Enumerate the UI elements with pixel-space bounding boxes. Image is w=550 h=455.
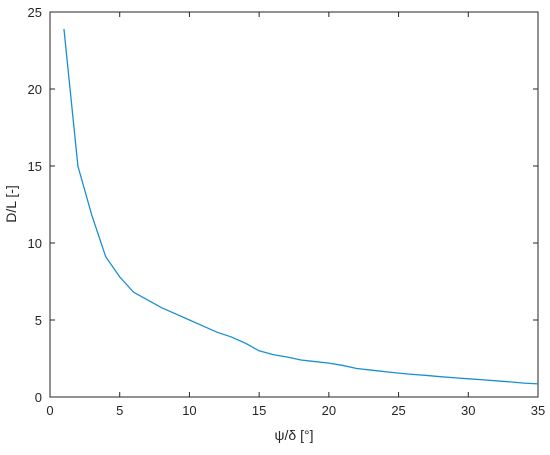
y-tick-label: 5 [35, 313, 42, 328]
plot-box [49, 11, 539, 398]
x-tick-label: 25 [391, 403, 405, 418]
x-tick-label: 0 [46, 403, 53, 418]
x-tick-label: 10 [182, 403, 196, 418]
y-axis-label: D/L [-] [3, 185, 19, 223]
x-tick-label: 35 [531, 403, 545, 418]
x-axis-label: ψ/δ [°] [275, 427, 314, 443]
y-tick-label: 15 [28, 159, 42, 174]
x-tick-label: 5 [116, 403, 123, 418]
data-line [63, 28, 539, 385]
x-tick-label: 20 [322, 403, 336, 418]
x-tick-label: 15 [252, 403, 266, 418]
y-tick-label: 25 [28, 5, 42, 20]
y-tick-label: 0 [35, 390, 42, 405]
x-tick-label: 30 [461, 403, 475, 418]
y-tick-label: 20 [28, 82, 42, 97]
y-tick-label: 10 [28, 236, 42, 251]
